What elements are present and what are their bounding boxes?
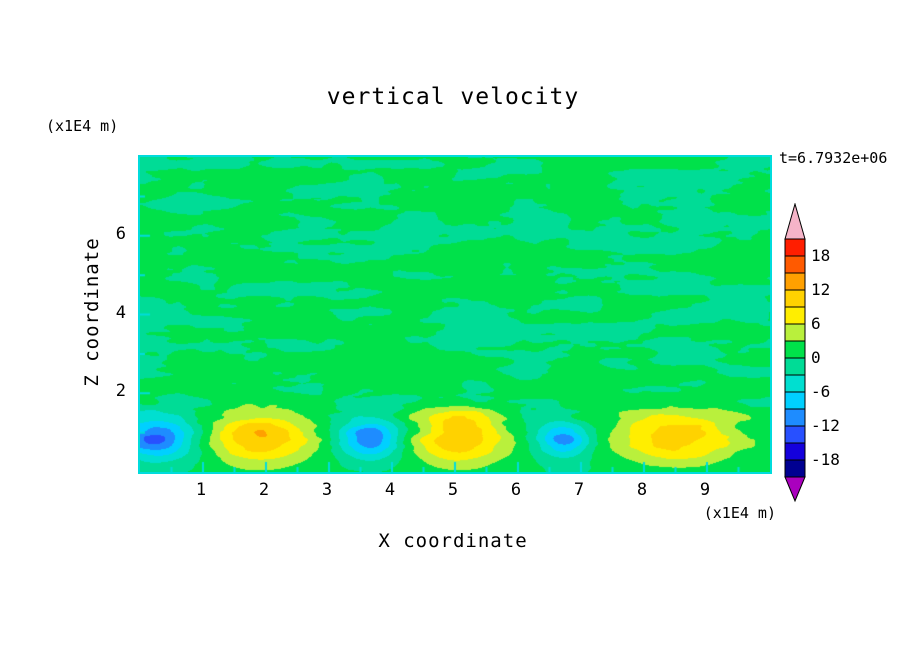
- x-tick-label: 8: [636, 480, 648, 500]
- colorbar-segment: [784, 459, 806, 478]
- x-tick-label: 7: [573, 480, 585, 500]
- colorbar-segment: [784, 272, 806, 291]
- colorbar-segment: [784, 357, 806, 376]
- colorbar-segment: [784, 340, 806, 359]
- colorbar-tick-label: -18: [811, 450, 840, 469]
- colorbar: [784, 203, 806, 503]
- x-tick-label: 1: [195, 480, 207, 500]
- colorbar-segment: [784, 238, 806, 257]
- z-tick-label: 6: [115, 223, 126, 244]
- colorbar-tick-label: -12: [811, 416, 840, 435]
- colorbar-segment: [784, 255, 806, 274]
- colorbar-segment: [784, 425, 806, 444]
- x-axis-units-label: (x1E4 m): [703, 504, 776, 522]
- x-tick-label: 4: [384, 480, 396, 500]
- x-axis-title: X coordinate: [378, 530, 528, 552]
- colorbar-under-arrow: [784, 476, 806, 503]
- colorbar-segment: [784, 408, 806, 427]
- colorbar-segment: [784, 442, 806, 461]
- colorbar-tick-label: 18: [811, 246, 831, 265]
- time-annotation: t=6.7932e+06: [779, 149, 888, 167]
- z-axis-units-label: (x1E4 m): [46, 117, 119, 135]
- colorbar-tick-label: 0: [811, 348, 821, 367]
- colorbar-tick-label: 6: [811, 314, 821, 333]
- colorbar-segment: [784, 306, 806, 325]
- colorbar-over-arrow: [784, 203, 806, 240]
- plot-title: vertical velocity: [326, 84, 580, 110]
- x-tick-label: 6: [510, 480, 522, 500]
- x-tick-label: 2: [258, 480, 270, 500]
- colorbar-tick-label: -6: [811, 382, 831, 401]
- contour-field-plot: [138, 155, 772, 474]
- z-tick-label: 4: [115, 302, 126, 323]
- colorbar-segment: [784, 289, 806, 308]
- colorbar-segment: [784, 391, 806, 410]
- x-tick-label: 5: [447, 480, 459, 500]
- x-tick-label: 3: [321, 480, 333, 500]
- colorbar-tick-label: 12: [811, 280, 831, 299]
- x-tick-label: 9: [699, 480, 711, 500]
- z-tick-label: 2: [115, 381, 126, 402]
- colorbar-segment: [784, 323, 806, 342]
- colorbar-segment: [784, 374, 806, 393]
